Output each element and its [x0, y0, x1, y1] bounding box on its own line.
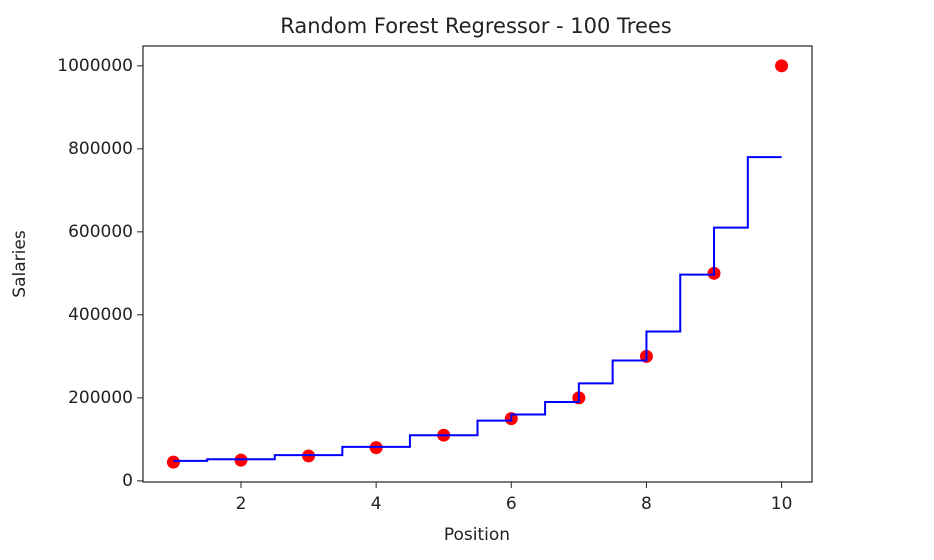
y-axis-label: Salaries: [10, 230, 30, 298]
y-tick-label: 200000: [68, 388, 133, 408]
y-tick-label: 400000: [68, 305, 133, 325]
data-point: [775, 59, 789, 73]
step-line: [173, 156, 782, 462]
plot-frame: [142, 45, 813, 483]
x-axis-label: Position: [444, 525, 510, 545]
data-point: [166, 455, 180, 469]
y-tick-label: 800000: [68, 139, 133, 159]
x-tick-label: 4: [371, 494, 382, 514]
x-tick-label: 8: [641, 494, 652, 514]
y-tick-label: 1000000: [57, 56, 133, 76]
x-tick-label: 2: [236, 494, 247, 514]
x-tick-label: 6: [506, 494, 517, 514]
x-tick-label: 10: [771, 494, 793, 514]
y-tick-label: 600000: [68, 222, 133, 242]
chart-title: Random Forest Regressor - 100 Trees: [280, 14, 671, 38]
y-tick-label: 0: [122, 471, 133, 491]
